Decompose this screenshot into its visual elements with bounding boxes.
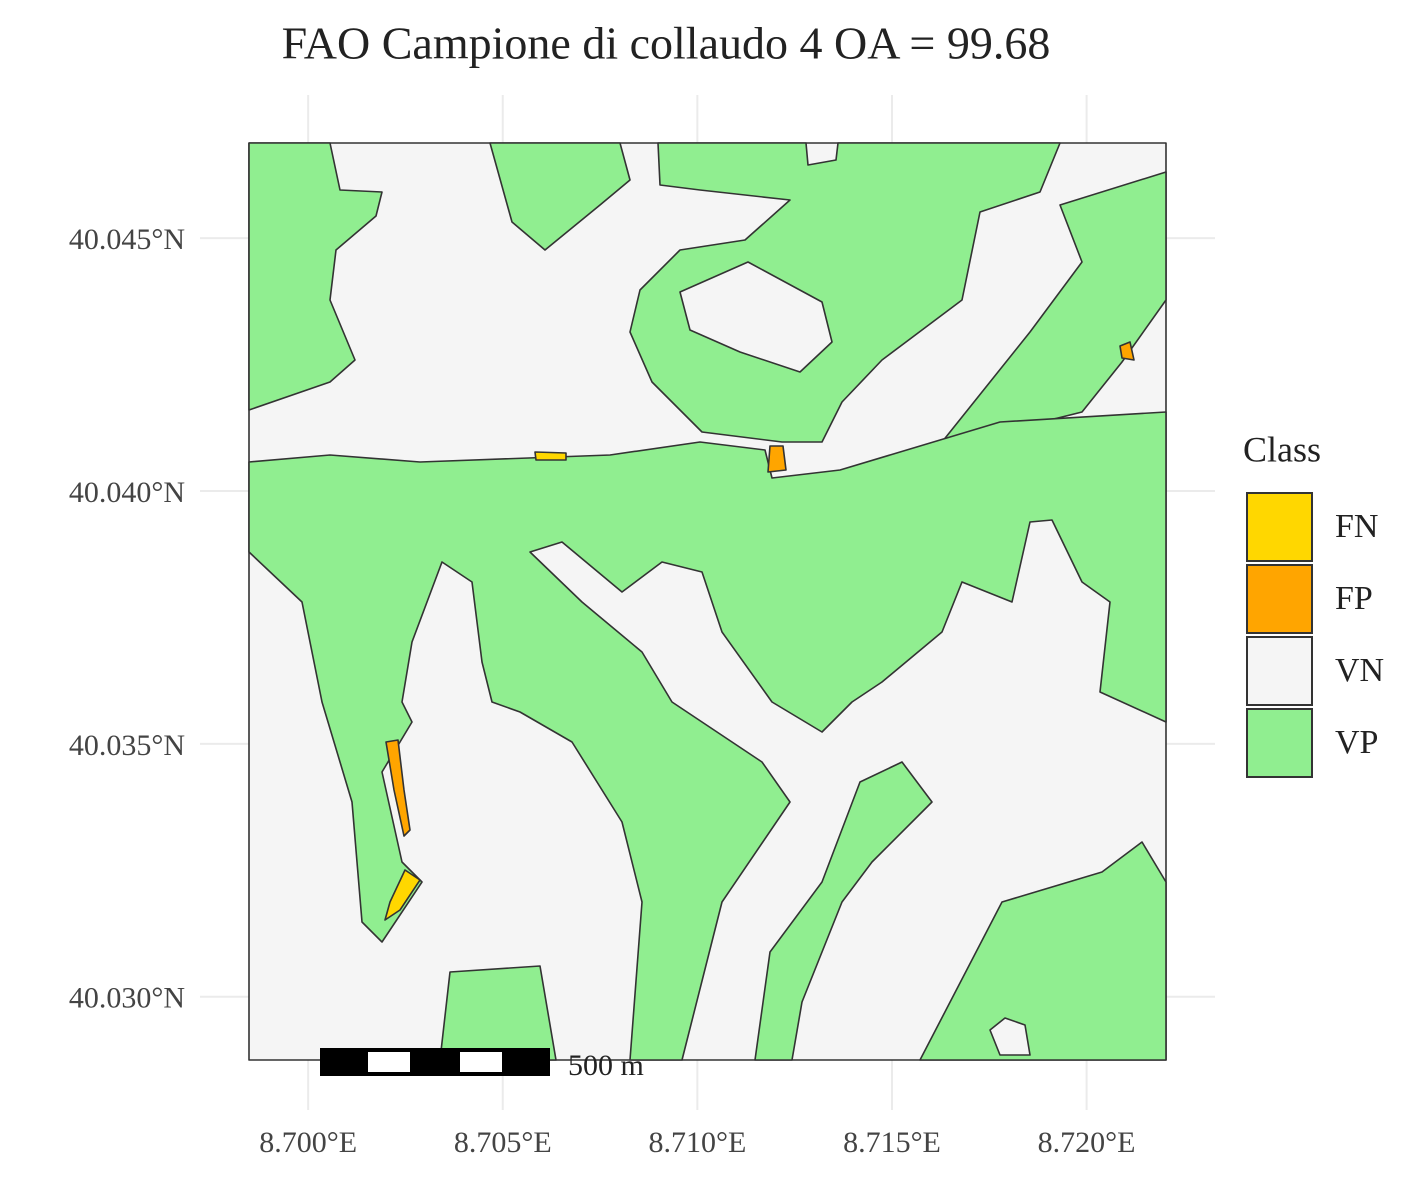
vp-region: [629, 142, 1061, 443]
map-title: FAO Campione di collaudo 4 OA = 99.68: [282, 18, 1051, 69]
legend: FN FP VN VP: [1246, 492, 1384, 778]
fn-region: [534, 451, 567, 461]
x-tick-label: 8.700°E: [259, 1126, 357, 1159]
legend-swatch: [1246, 708, 1313, 778]
map-panel: [248, 142, 1167, 1061]
legend-label: VP: [1335, 724, 1378, 761]
y-tick-label: 40.040°N: [69, 476, 185, 509]
legend-label: VN: [1335, 652, 1384, 689]
legend-swatch: [1246, 564, 1313, 634]
x-tick-label: 8.720°E: [1038, 1126, 1136, 1159]
legend-title: Class: [1243, 429, 1321, 469]
x-tick-label: 8.710°E: [648, 1126, 746, 1159]
fp-region: [767, 445, 787, 473]
vp-region: [489, 142, 631, 251]
scale-bar-segment: [460, 1052, 502, 1072]
fp-region: [1119, 341, 1135, 361]
scale-bar-segment: [368, 1052, 410, 1072]
legend-label: FN: [1335, 508, 1378, 545]
x-tick-label: 8.705°E: [454, 1126, 552, 1159]
vp-region: [439, 965, 557, 1061]
vp-region: [919, 841, 1167, 1061]
vp-region: [248, 142, 383, 411]
y-tick-label: 40.030°N: [69, 982, 185, 1015]
scale-bar-label: 500 m: [568, 1049, 644, 1082]
scale-bar-bar: [320, 1048, 550, 1076]
scale-bar: 500 m: [320, 1048, 644, 1082]
y-tick-label: 40.035°N: [69, 729, 185, 762]
legend-swatch: [1246, 492, 1313, 562]
x-tick-label: 8.715°E: [843, 1126, 941, 1159]
fn-region: [384, 869, 421, 921]
vn-island: [989, 1017, 1031, 1056]
fp-region: [385, 739, 411, 837]
legend-swatch: [1246, 636, 1313, 706]
y-tick-label: 40.045°N: [69, 223, 185, 256]
vn-island: [679, 261, 833, 373]
vp-region: [754, 761, 933, 1061]
legend-label: FP: [1335, 580, 1373, 617]
